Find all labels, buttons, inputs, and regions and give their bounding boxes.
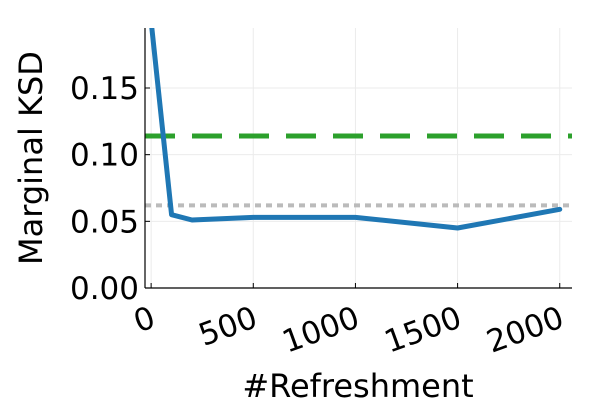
x-tick-label: 2000	[482, 300, 568, 361]
y-tick-labels: 0.00 0.05 0.10 0.15	[70, 71, 139, 307]
x-tick-label: 1500	[380, 300, 466, 361]
x-tick-label: 0	[129, 300, 160, 341]
axes	[144, 28, 572, 289]
x-tick-label: 1000	[278, 300, 364, 361]
x-tick-label: 500	[194, 300, 262, 354]
x-axis-title: #Refreshment	[242, 367, 473, 400]
y-tick-label: 0.05	[70, 204, 139, 240]
y-tick-label: 0.00	[70, 271, 139, 307]
y-tick-label: 0.10	[70, 138, 139, 174]
reference-lines	[145, 133, 572, 208]
series-line-0	[149, 28, 563, 231]
y-axis-title: Marginal KSD	[12, 51, 50, 265]
y-tick-label: 0.15	[70, 71, 139, 107]
grid	[145, 28, 572, 289]
series	[149, 28, 563, 231]
x-tick-labels: 0 500 1000 1500 2000	[129, 300, 568, 361]
